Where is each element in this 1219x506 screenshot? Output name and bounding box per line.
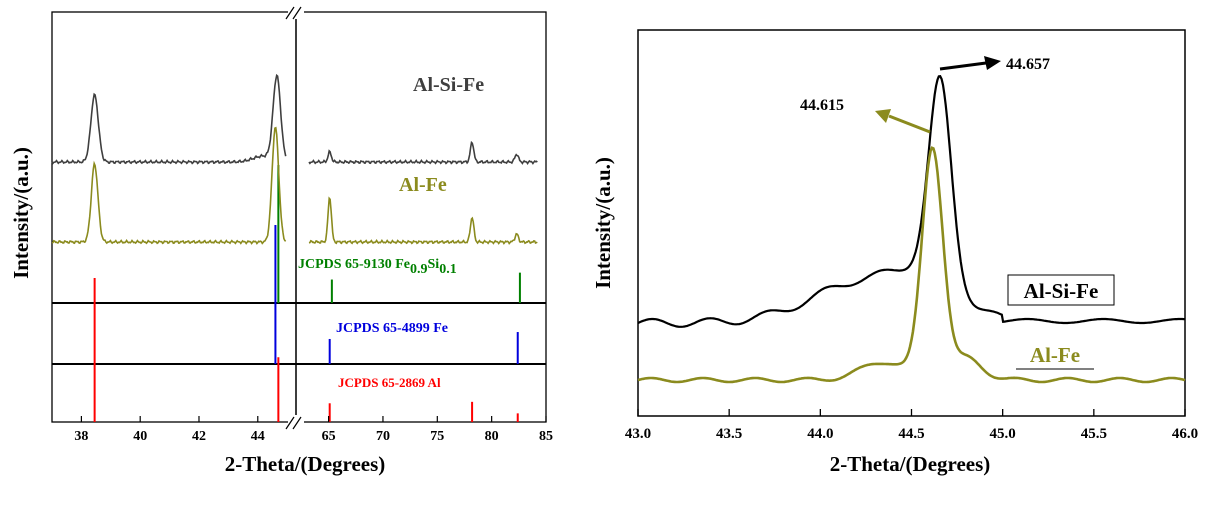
ref-label-fe-si-mid: Si bbox=[428, 257, 440, 272]
peak-label-al-fe: 44.615 bbox=[800, 97, 844, 114]
left-tick-label-40: 40 bbox=[133, 429, 147, 444]
right-panel: 43.0 43.5 44.0 44.5 45.0 45.5 46.0 44.657 44.6… bbox=[591, 29, 1198, 476]
bottom-axis-break-mark-1 bbox=[285, 416, 295, 430]
left-panel: 38 40 42 44 65 70 75 80 85 Al-Si-Fe Al-Fe JCPDS … bbox=[9, 5, 553, 476]
right-y-axis-label: Intensity/(a.u.) bbox=[591, 157, 615, 289]
left-tick-label-42: 42 bbox=[192, 429, 206, 444]
left-tick-label-85: 85 bbox=[539, 429, 553, 444]
left-tick-label-44: 44 bbox=[251, 429, 265, 444]
left-tick-label-70: 70 bbox=[376, 429, 390, 444]
right-tick-label-5: 45.5 bbox=[1081, 426, 1107, 442]
left-tick-label-65: 65 bbox=[322, 429, 336, 444]
peak-arrowhead-al-fe bbox=[875, 109, 891, 123]
ref-label-fe-si-main: JCPDS 65-9130 Fe bbox=[298, 257, 410, 272]
left-series-lines bbox=[51, 73, 538, 245]
left-tick-label-75: 75 bbox=[430, 429, 444, 444]
left-tick-label-80: 80 bbox=[485, 429, 499, 444]
right-plot-frame bbox=[637, 29, 1186, 417]
left-x-axis-label: 2-Theta/(Degrees) bbox=[225, 452, 386, 476]
right-series-lines bbox=[637, 74, 1186, 384]
right-tick-label-4: 45.0 bbox=[990, 426, 1016, 442]
right-x-axis-label: 2-Theta/(Degrees) bbox=[830, 452, 991, 476]
bottom-axis-break-mark-2 bbox=[292, 416, 302, 430]
pattern-al-fe-segment-0 bbox=[51, 126, 287, 245]
top-axis-break-mark-1 bbox=[285, 6, 295, 20]
left-x-ticks: 38 40 42 44 65 70 75 80 85 bbox=[74, 416, 553, 444]
ref-label-fe-si-sub2: 0.1 bbox=[439, 262, 457, 277]
left-plot-frame-a bbox=[51, 11, 297, 423]
ref-label-fe-si: JCPDS 65-9130 Fe0.9Si0.1 bbox=[298, 257, 457, 277]
pattern-al-fe-segment-1 bbox=[308, 196, 538, 245]
right-tick-label-1: 43.5 bbox=[716, 426, 742, 442]
right-tick-label-3: 44.5 bbox=[898, 426, 924, 442]
zoom-curve-al-fe bbox=[637, 146, 1186, 384]
left-plot-frame-b bbox=[295, 11, 547, 423]
legend-box-al-si-fe bbox=[1007, 274, 1115, 306]
peak-arrow-al-si-fe bbox=[939, 61, 987, 71]
left-reference-lines bbox=[93, 165, 521, 422]
pattern-al-si-fe-segment-0 bbox=[51, 73, 287, 165]
ref-label-al: JCPDS 65-2869 Al bbox=[338, 375, 441, 390]
left-tick-label-38: 38 bbox=[74, 429, 88, 444]
ref-label-fe-si-sub1: 0.9 bbox=[410, 262, 428, 277]
peak-arrow-al-fe bbox=[888, 114, 931, 134]
right-x-ticks: 43.0 43.5 44.0 44.5 45.0 45.5 46.0 bbox=[625, 409, 1198, 442]
pattern-al-si-fe-segment-1 bbox=[308, 140, 538, 165]
series-label-al-si-fe: Al-Si-Fe bbox=[413, 74, 484, 96]
ref-label-fe: JCPDS 65-4899 Fe bbox=[336, 321, 448, 336]
zoom-curve-al-si-fe bbox=[637, 74, 1186, 328]
top-axis-break-mark-2 bbox=[292, 6, 302, 20]
left-y-axis-label: Intensity/(a.u.) bbox=[9, 147, 33, 279]
legend-label-al-fe: Al-Fe bbox=[1030, 343, 1080, 367]
peak-arrowhead-al-si-fe bbox=[984, 56, 1001, 70]
peak-label-al-si-fe: 44.657 bbox=[1006, 56, 1050, 73]
legend-label-al-si-fe: Al-Si-Fe bbox=[1024, 279, 1099, 303]
right-tick-label-6: 46.0 bbox=[1172, 426, 1198, 442]
right-tick-label-2: 44.0 bbox=[807, 426, 833, 442]
series-label-al-fe: Al-Fe bbox=[399, 174, 447, 196]
right-tick-label-0: 43.0 bbox=[625, 426, 651, 442]
